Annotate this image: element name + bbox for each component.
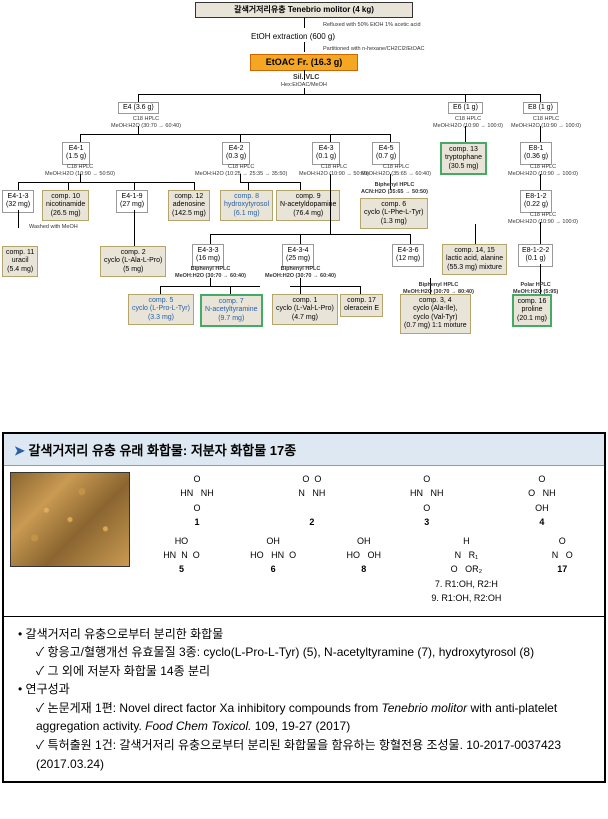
comp8: comp. 8 hydroxytyrosol (6.1 mg)	[220, 190, 273, 221]
mol5: HOHN N O5	[163, 534, 200, 606]
biphenyl: Biphenyl HPLC ACN:H2O (35:65 → 50:50)	[358, 180, 431, 197]
comp1415: comp. 14, 15 lactic acid, alanine (55.3 …	[442, 244, 507, 275]
e4: E4 (3.6 g)	[118, 102, 159, 114]
mol6: OHHO HN O6	[250, 534, 296, 606]
mol17: ON O17	[552, 534, 573, 606]
method-reflux: Refluxed with 50% EtOH 1% acetic acid	[320, 20, 424, 31]
mol1: OHN NHO1	[180, 472, 214, 530]
e81m: C18 HPLC MeOH:H2O (10:90 → 100:0)	[505, 162, 581, 179]
e419: E4-1-9 (27 mg)	[116, 190, 148, 213]
comp17: comp. 17 oleracein E	[340, 294, 383, 317]
comp1: comp. 1 cyclo (L-Val-L-Pro) (4.7 mg)	[272, 294, 338, 325]
arrow-icon: ➤	[14, 443, 25, 458]
bullet-1: 갈색거저리 유충으로부터 분리한 화합물	[18, 625, 590, 644]
summary-panel: ➤ 갈색거저리 유충 유래 화합물: 저분자 화합물 17종 OHN NHO1 …	[2, 432, 606, 783]
flowchart: 갈색거저리유충 Tenebrio molitor (4 kg) Refluxed…	[0, 0, 608, 430]
mol3: OHN NHO3	[410, 472, 444, 530]
structures: OHN NHO1 O ON NH2 OHN NHO3 OO NHOH4 HOHN…	[130, 472, 598, 610]
e8m: C18 HPLC MeOH:H2O (10:90 → 100:0)	[508, 114, 584, 131]
e6m: C18 HPLC MeOH:H2O (10:90 → 100:0)	[430, 114, 506, 131]
e8: E8 (1 g)	[523, 102, 558, 114]
check-1b: 그 외에 저분자 화합물 14종 분리	[18, 662, 590, 681]
comp7: comp. 7 N-acetyltyramine (9.7 mg)	[200, 294, 263, 327]
comp10: comp. 10 nicotinamide (26.5 mg)	[42, 190, 89, 221]
panel-title: ➤ 갈색거저리 유충 유래 화합물: 저분자 화합물 17종	[4, 434, 604, 466]
e6: E6 (1 g)	[448, 102, 483, 114]
etoh-extract: EtOH extraction (600 g)	[248, 30, 338, 44]
text-section: 갈색거저리 유충으로부터 분리한 화합물 항응고/혈행개선 유효물질 3종: c…	[4, 616, 604, 782]
etoac-fraction: EtOAC Fr. (16.3 g)	[250, 54, 358, 71]
e4m: C18 HPLC MeOH:H2O (30:70 → 60:40)	[108, 114, 184, 131]
e436: E4-3-6 (12 mg)	[392, 244, 424, 267]
e45m: C18 HPLC MeOH:H2O (35:65 → 60:40)	[358, 162, 434, 179]
check-2b: 특허출원 1건: 갈색거저리 유충으로부터 분리된 화합물을 함유하는 항혈전용…	[18, 736, 590, 773]
e8122: E8-1-2-2 (0.1 g)	[518, 244, 553, 267]
comp13: comp. 13 tryptophane (30.5 mg)	[440, 142, 487, 175]
mol8: OHHO OH8	[346, 534, 381, 606]
comp5: comp. 5 cyclo (L-Pro-L-Tyr) (3.3 mg)	[128, 294, 194, 325]
root-node: 갈색거저리유충 Tenebrio molitor (4 kg)	[195, 2, 413, 18]
mol79: HN R₁O OR₂7. R1:OH, R2:H9. R1:OH, R2:OH	[431, 534, 501, 606]
mealworm-photo	[10, 472, 130, 567]
comp11: comp. 11 uracil (5.4 mg)	[2, 246, 38, 277]
comp16: comp. 16 proline (20.1 mg)	[512, 294, 552, 327]
method-partition: Partitioned with n-hexane/CH2Cl2/EtOAC	[320, 44, 428, 55]
comp2: comp. 2 cyclo (L-Ala-L-Pro) (5 mg)	[100, 246, 166, 277]
bullet-2: 연구성과	[18, 680, 590, 699]
mol2: O ON NH2	[298, 472, 325, 530]
panel-title-text: 갈색거저리 유충 유래 화합물: 저분자 화합물 17종	[29, 443, 297, 458]
check-2a: 논문게재 1편: Novel direct factor Xa inhibito…	[18, 699, 590, 736]
comp34: comp. 3, 4 cyclo (Ala-Ile), cyclo (Val-T…	[400, 294, 471, 334]
comp12: comp. 12 adenosine (142.5 mg)	[168, 190, 210, 221]
chemistry-row: OHN NHO1 O ON NH2 OHN NHO3 OO NHOH4 HOHN…	[4, 466, 604, 616]
check-1a: 항응고/혈행개선 유효물질 3종: cyclo(L-Pro-L-Tyr) (5)…	[18, 643, 590, 662]
e812m: C18 HPLC MeOH:H2O (10:90 → 100:0)	[505, 210, 581, 227]
mol4: OO NHOH4	[528, 472, 556, 530]
e42m: C18 HPLC MeOH:H2O (10:25 → 25:35 → 35:50…	[192, 162, 290, 179]
comp6: comp. 6 cyclo (L-Phe-L-Tyr) (1.3 mg)	[360, 198, 428, 229]
wash: Washed with MeOH	[26, 222, 81, 233]
